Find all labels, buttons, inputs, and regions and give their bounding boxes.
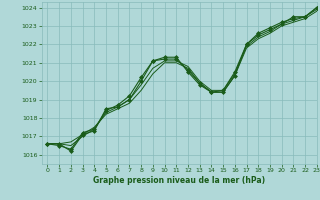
X-axis label: Graphe pression niveau de la mer (hPa): Graphe pression niveau de la mer (hPa)	[93, 176, 265, 185]
